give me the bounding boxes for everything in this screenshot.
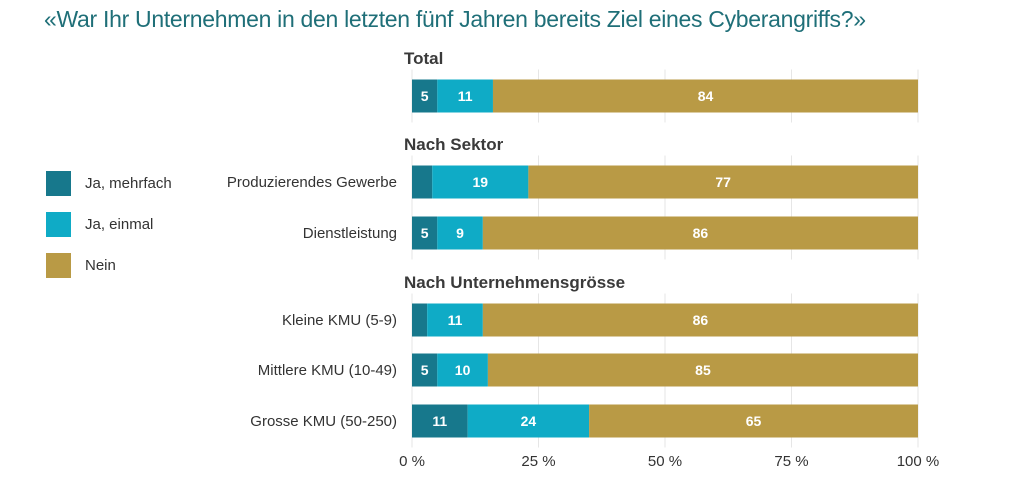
legend-label: Nein	[85, 257, 116, 274]
data-label: 5	[421, 362, 429, 378]
category-label: Mittlere KMU (10-49)	[258, 362, 397, 379]
bar-segment-nein	[482, 303, 918, 337]
bar-segment-ja-mehrfach	[412, 79, 438, 113]
bar-segment-ja-mehrfach	[412, 216, 438, 250]
bar-segment-nein	[528, 165, 918, 199]
data-label: 84	[698, 88, 714, 104]
bar-segment-ja-einmal	[437, 216, 483, 250]
data-label: 65	[746, 413, 762, 429]
bar-segment-ja-mehrfach	[412, 165, 433, 199]
data-label: 77	[715, 174, 731, 190]
data-label: 19	[473, 174, 489, 190]
data-label: 24	[521, 413, 537, 429]
category-label: Produzierendes Gewerbe	[227, 174, 397, 191]
data-label: 5	[421, 88, 429, 104]
legend-swatch-ja-einmal	[46, 212, 71, 237]
legend-item-ja-mehrfach: Ja, mehrfach	[46, 163, 172, 204]
x-tick-label: 25 %	[521, 453, 555, 470]
bar-segment-ja-einmal	[427, 303, 483, 337]
bar-segment-nein	[589, 404, 918, 438]
legend-item-nein: Nein	[46, 245, 172, 286]
legend: Ja, mehrfach Ja, einmal Nein	[46, 163, 172, 286]
category-label: Grosse KMU (50-250)	[250, 413, 397, 430]
bar-segment-ja-einmal	[437, 353, 488, 387]
x-tick-label: 50 %	[648, 453, 682, 470]
data-label: 9	[456, 225, 464, 241]
data-label: 85	[695, 362, 711, 378]
bar-segment-ja-mehrfach	[412, 303, 428, 337]
data-label: 10	[455, 362, 471, 378]
legend-swatch-ja-mehrfach	[46, 171, 71, 196]
bar-segment-nein	[487, 353, 918, 387]
legend-label: Ja, einmal	[85, 216, 154, 233]
x-tick-label: 0 %	[399, 453, 425, 470]
data-label: 86	[693, 225, 709, 241]
data-label: 11	[432, 413, 447, 429]
bar-segment-ja-mehrfach	[412, 404, 468, 438]
legend-item-ja-einmal: Ja, einmal	[46, 204, 172, 245]
bar-segment-ja-mehrfach	[412, 353, 438, 387]
category-label: Kleine KMU (5-9)	[282, 312, 397, 329]
bar-segment-ja-einmal	[467, 404, 590, 438]
category-label: Dienstleistung	[303, 225, 397, 242]
gridlines	[411, 69, 919, 448]
data-label: 11	[448, 312, 463, 328]
legend-swatch-nein	[46, 253, 71, 278]
x-tick-label: 100 %	[897, 453, 940, 470]
section-title: Total	[404, 49, 443, 68]
legend-label: Ja, mehrfach	[85, 175, 172, 192]
bar-segment-ja-einmal	[432, 165, 529, 199]
data-label: 11	[458, 88, 473, 104]
section-title: Nach Sektor	[404, 135, 504, 154]
data-label: 5	[421, 225, 429, 241]
bar-segment-nein	[492, 79, 918, 113]
section-title: Nach Unternehmensgrösse	[404, 273, 625, 292]
data-label: 86	[693, 312, 709, 328]
bar-segment-nein	[482, 216, 918, 250]
bar-segment-ja-einmal	[437, 79, 493, 113]
chart-title: «War Ihr Unternehmen in den letzten fünf…	[44, 6, 866, 32]
x-tick-label: 75 %	[774, 453, 808, 470]
